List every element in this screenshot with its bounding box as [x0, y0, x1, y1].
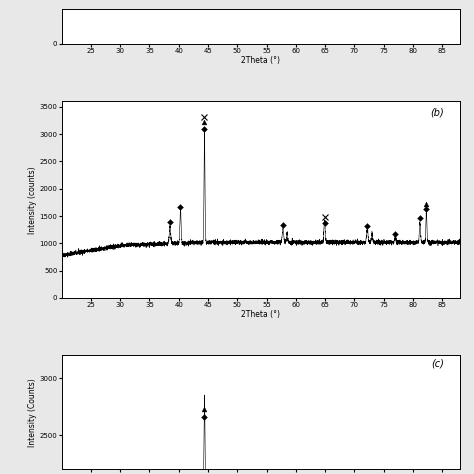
X-axis label: 2Theta (°): 2Theta (°)	[241, 310, 280, 319]
Text: (c): (c)	[431, 359, 444, 369]
X-axis label: 2Theta (°): 2Theta (°)	[241, 55, 280, 64]
Text: (b): (b)	[430, 107, 444, 118]
Y-axis label: Intensity (counts): Intensity (counts)	[27, 166, 36, 234]
Y-axis label: Intensity (Counts): Intensity (Counts)	[27, 378, 36, 447]
